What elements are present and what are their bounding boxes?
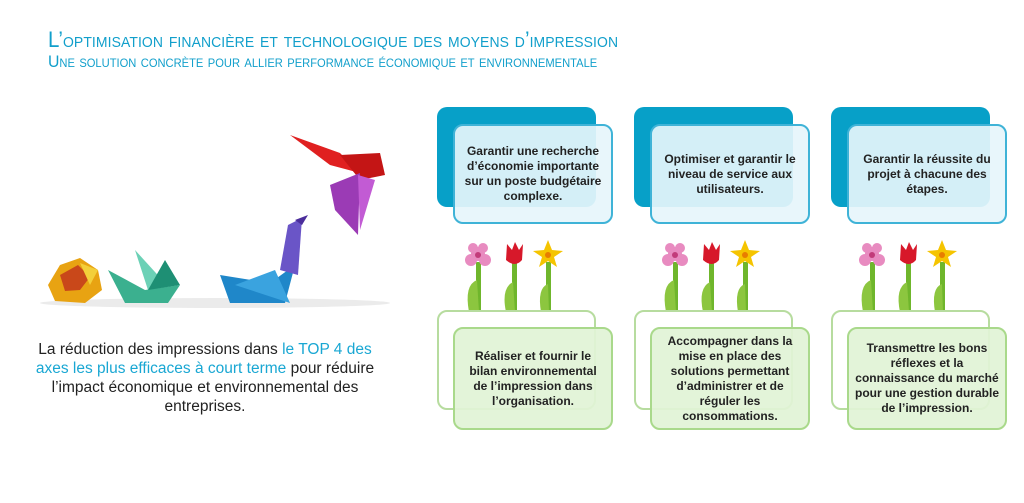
intro-text-after: pour réduire l’impact économique et envi… (51, 360, 375, 415)
bottom-card: Transmettre les bons réflexes et la conn… (847, 327, 1007, 430)
bottom-card: Accompagner dans la mise en place des so… (650, 327, 810, 430)
flowers-icon (662, 240, 760, 312)
origami-illustration (40, 135, 390, 308)
page-subtitle: Une solution concrète pour allier perfor… (48, 52, 598, 71)
paper-bird-icon (290, 135, 385, 235)
flowers-icon (859, 240, 957, 312)
paper-boat-icon (108, 250, 180, 303)
intro-text-before: La réduction des impressions dans (38, 341, 283, 358)
intro-text: La réduction des impressions dans le TOP… (30, 340, 380, 416)
paper-swan-icon (220, 215, 308, 303)
flowers-icon (465, 240, 563, 312)
top-card: Optimiser et garantir le niveau de servi… (650, 124, 810, 224)
crumpled-paper-icon (48, 258, 102, 303)
page-title: L’optimisation financière et technologiq… (48, 27, 619, 52)
top-card: Garantir la réussite du projet à chacune… (847, 124, 1007, 224)
intro-highlight: le TOP 4 des axes les plus efficaces à c… (35, 341, 372, 377)
bottom-card: Réaliser et fournir le bilan environneme… (453, 327, 613, 430)
top-card: Garantir une recherche d’économie import… (453, 124, 613, 224)
